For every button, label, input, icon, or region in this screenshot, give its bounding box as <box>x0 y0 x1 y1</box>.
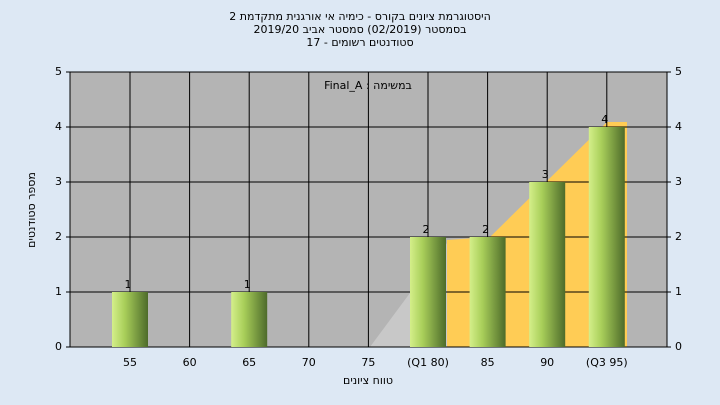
y-tick-label: 0 <box>55 340 62 353</box>
y2-tick-label: 5 <box>675 65 682 78</box>
chart-subtitle: בסמסטר (02/2019) סמסטר אביב 2019/20 <box>253 23 466 36</box>
data-label: 2 <box>423 223 430 236</box>
bar <box>231 292 268 347</box>
y2-tick-label: 4 <box>675 120 682 133</box>
bar <box>410 237 446 347</box>
y-tick-label: 3 <box>55 175 62 188</box>
bar <box>588 127 625 347</box>
y2-tick-label: 1 <box>675 285 682 298</box>
bar <box>112 292 148 347</box>
bar <box>469 237 506 347</box>
chart-title: היסטוגרמת ציונים בקורס - כימיה אי אורגני… <box>229 10 491 23</box>
y-tick-label: 4 <box>55 120 62 133</box>
bar <box>529 182 566 347</box>
y2-tick-label: 3 <box>675 175 682 188</box>
data-label: 2 <box>482 223 489 236</box>
y-tick-label: 2 <box>55 230 62 243</box>
y2-tick-label: 2 <box>675 230 682 243</box>
y-tick-label: 1 <box>55 285 62 298</box>
x-axis-label: טווח ציונים <box>343 374 393 387</box>
x-tick-label: 55 <box>123 356 137 369</box>
chart-subtitle: סטודנטים רשומים - 17 <box>306 36 413 49</box>
y-axis-label: מספר סטודנטים <box>25 172 38 248</box>
x-tick-label: 85 <box>481 356 495 369</box>
x-tick-label: (Q3 95) <box>586 356 628 369</box>
x-tick-label: 90 <box>540 356 554 369</box>
x-tick-label: (Q1 80) <box>407 356 449 369</box>
x-tick-label: 60 <box>183 356 197 369</box>
y2-tick-label: 0 <box>675 340 682 353</box>
data-label: 1 <box>244 278 251 291</box>
x-tick-label: 75 <box>361 356 375 369</box>
y-tick-label: 5 <box>55 65 62 78</box>
x-tick-label: 65 <box>242 356 256 369</box>
x-tick-label: 70 <box>302 356 316 369</box>
data-label: 1 <box>125 278 132 291</box>
data-label: 4 <box>601 113 608 126</box>
data-label: 3 <box>542 168 549 181</box>
